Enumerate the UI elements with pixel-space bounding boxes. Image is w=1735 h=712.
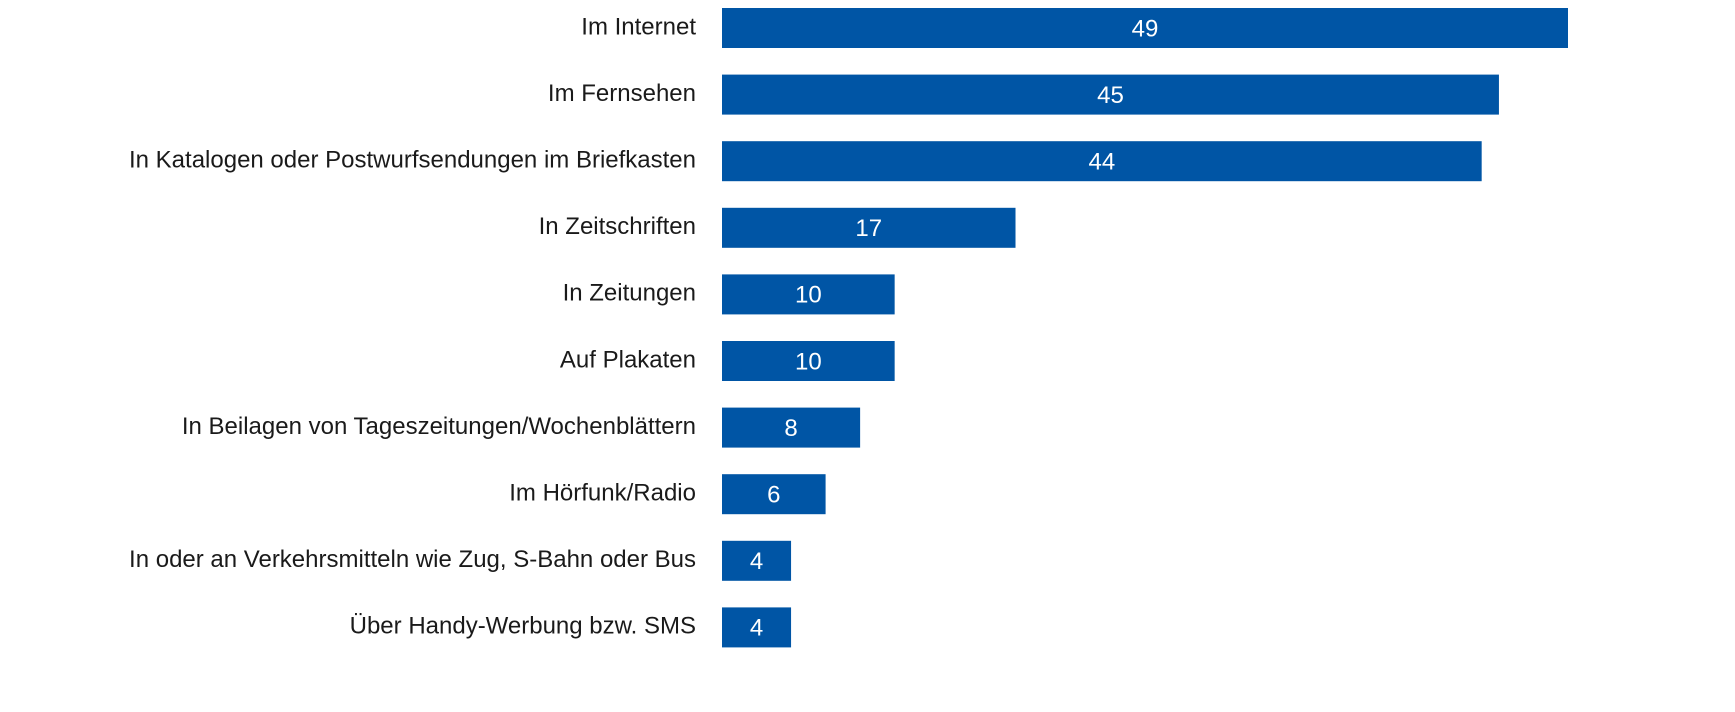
bar xyxy=(722,207,1016,248)
bar xyxy=(722,141,1482,182)
value-label: 49 xyxy=(1132,15,1159,42)
category-label: Im Hörfunk/Radio xyxy=(509,480,696,507)
category-label: In Beilagen von Tageszeitungen/Wochenblä… xyxy=(182,413,696,440)
value-label: 4 xyxy=(750,548,763,575)
bar xyxy=(722,607,792,648)
category-label: Auf Plakaten xyxy=(560,346,696,373)
category-label: Im Fernsehen xyxy=(548,80,696,107)
value-label: 8 xyxy=(784,415,797,442)
value-label: 6 xyxy=(767,482,780,509)
category-label: In Zeitschriften xyxy=(539,213,696,240)
value-label: 17 xyxy=(855,215,882,242)
bar xyxy=(722,274,895,315)
value-label: 4 xyxy=(750,615,763,642)
value-label: 10 xyxy=(795,348,822,375)
category-label: In Katalogen oder Postwurfsendungen im B… xyxy=(129,147,696,174)
bar xyxy=(722,474,826,515)
value-label: 44 xyxy=(1088,149,1115,176)
bar xyxy=(722,8,1568,48)
category-label: In oder an Verkehrsmitteln wie Zug, S-Ba… xyxy=(129,546,696,573)
bar xyxy=(722,341,895,381)
value-label: 45 xyxy=(1097,82,1124,109)
value-label: 10 xyxy=(795,282,822,309)
category-label: Im Internet xyxy=(581,13,696,40)
bar xyxy=(722,407,861,448)
category-label: In Zeitungen xyxy=(563,280,696,307)
bar xyxy=(722,540,792,581)
category-label: Über Handy-Werbung bzw. SMS xyxy=(350,613,696,640)
bar xyxy=(722,74,1499,115)
